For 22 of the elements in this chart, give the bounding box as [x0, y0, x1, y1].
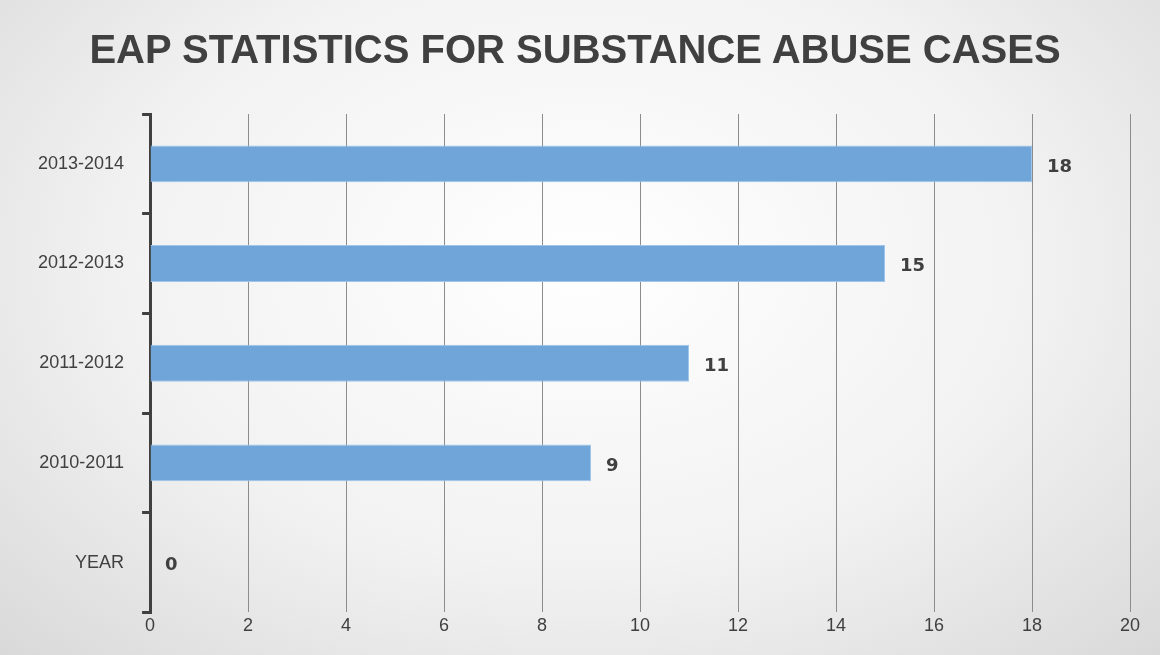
- y-tick-label: 2012-2013: [37, 252, 125, 273]
- x-tick-label: 12: [728, 615, 749, 636]
- y-tick-label: 2013-2014: [37, 152, 125, 173]
- data-label: 18: [1047, 154, 1073, 176]
- chart-title: EAP STATISTICS FOR SUBSTANCE ABUSE CASES: [89, 27, 1061, 72]
- x-tick-label: 6: [439, 615, 450, 636]
- y-tick-label: YEAR: [75, 551, 125, 572]
- data-label: 9: [606, 453, 619, 475]
- x-tick-label: 10: [630, 615, 651, 636]
- y-tick-label: 2011-2012: [39, 352, 125, 373]
- x-tick-label: 14: [826, 615, 847, 636]
- x-tick-label: 8: [537, 615, 548, 636]
- data-label: 11: [704, 353, 730, 375]
- data-label: 0: [165, 553, 178, 575]
- x-tick-label: 16: [924, 615, 945, 636]
- x-tick-label: 18: [1021, 615, 1043, 636]
- x-tick-label: 4: [341, 615, 352, 636]
- x-tick-label: 2: [243, 615, 254, 636]
- x-tick-label: 0: [145, 615, 156, 636]
- y-tick-label: 2010-2011: [39, 451, 125, 472]
- x-tick-label: 20: [1119, 615, 1141, 636]
- data-label: 15: [900, 254, 926, 276]
